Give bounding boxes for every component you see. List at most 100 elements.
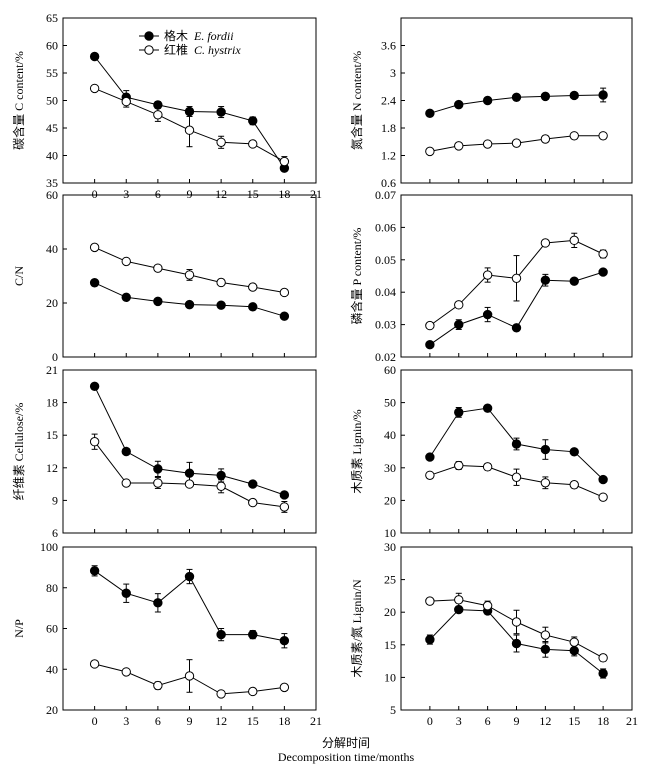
legend-label-c-hystrix: 红椎 C. hystrix bbox=[164, 42, 241, 57]
data-point bbox=[279, 682, 290, 693]
x-tick-label: 3 bbox=[123, 187, 129, 201]
data-point bbox=[598, 653, 608, 663]
data-point bbox=[598, 668, 608, 679]
x-tick-label: 6 bbox=[485, 714, 491, 728]
plot-frame bbox=[400, 369, 633, 534]
series-e-fordii bbox=[89, 565, 290, 649]
data-point bbox=[540, 275, 551, 285]
data-point bbox=[121, 256, 131, 267]
y-tick-label: 60 bbox=[46, 39, 58, 53]
data-point bbox=[216, 689, 226, 699]
data-point bbox=[216, 300, 226, 310]
y-tick-label: 1.2 bbox=[381, 149, 396, 163]
data-point bbox=[540, 238, 551, 248]
y-tick-label: 20 bbox=[46, 296, 58, 310]
y-tick-label: 0.05 bbox=[375, 253, 396, 267]
data-point bbox=[482, 403, 493, 413]
data-point bbox=[511, 472, 522, 482]
data-point bbox=[89, 83, 100, 94]
data-point bbox=[540, 630, 551, 640]
x-tick-label: 3 bbox=[456, 714, 462, 728]
data-point bbox=[121, 96, 131, 107]
data-point bbox=[248, 629, 258, 640]
chart-panel-n: 0.6 1.2 1.8 2.4 3 3.6 氮含量 N content/% bbox=[349, 17, 633, 190]
data-point bbox=[153, 598, 163, 608]
data-point bbox=[216, 107, 226, 117]
data-point bbox=[153, 110, 163, 120]
series-e-fordii bbox=[425, 604, 608, 679]
x-tick-label: 9 bbox=[187, 187, 193, 201]
series-e-fordii bbox=[89, 51, 290, 173]
series-c-hystrix bbox=[89, 83, 290, 167]
series-c-hystrix bbox=[425, 131, 608, 157]
y-tick-label: 15 bbox=[46, 428, 58, 442]
data-point bbox=[569, 131, 579, 141]
data-point bbox=[540, 91, 551, 102]
y-axis-label: 碳含量 C content/% bbox=[11, 51, 26, 150]
data-point bbox=[425, 146, 435, 157]
y-axis-label: 木质素 Lignin/% bbox=[350, 409, 364, 493]
data-point bbox=[248, 116, 258, 126]
x-axis-label-cn: 分解时间 bbox=[322, 736, 370, 750]
data-point bbox=[153, 464, 163, 474]
data-point bbox=[89, 659, 100, 669]
data-point bbox=[511, 617, 522, 627]
data-point bbox=[248, 497, 258, 508]
data-point bbox=[511, 92, 522, 102]
x-tick-label: 18 bbox=[597, 714, 609, 728]
x-tick-label: 15 bbox=[247, 187, 259, 201]
y-tick-label: 0.07 bbox=[375, 188, 396, 202]
data-point bbox=[248, 302, 258, 312]
data-point bbox=[482, 95, 493, 106]
data-point bbox=[569, 276, 579, 286]
data-point bbox=[153, 263, 163, 273]
data-point bbox=[598, 474, 608, 485]
legend-label-species: C. hystrix bbox=[194, 43, 241, 57]
data-point bbox=[598, 90, 608, 100]
y-tick-label: 60 bbox=[46, 188, 58, 202]
data-point bbox=[121, 478, 131, 488]
data-point bbox=[511, 138, 522, 148]
y-tick-label: 100 bbox=[40, 540, 58, 554]
x-tick-label: 12 bbox=[215, 714, 227, 728]
data-point bbox=[153, 296, 163, 307]
series-e-fordii bbox=[425, 267, 608, 350]
data-point bbox=[216, 277, 226, 288]
x-tick-label: 15 bbox=[568, 714, 580, 728]
data-point bbox=[425, 108, 435, 119]
data-point bbox=[184, 671, 195, 681]
data-point bbox=[279, 156, 290, 167]
series-e-fordii bbox=[89, 381, 290, 500]
series-e-fordii bbox=[89, 278, 290, 321]
x-tick-label: 21 bbox=[626, 714, 638, 728]
data-point bbox=[569, 637, 579, 647]
data-point bbox=[425, 339, 435, 350]
series-e-fordii bbox=[425, 87, 608, 119]
x-tick-label: 6 bbox=[155, 187, 161, 201]
y-axis-label: 磷含量 P content/% bbox=[349, 228, 364, 325]
data-point bbox=[511, 323, 522, 333]
y-tick-label: 50 bbox=[46, 94, 58, 108]
data-point bbox=[454, 319, 464, 330]
data-point bbox=[121, 667, 131, 677]
legend-item-e-fordii: 格木 E. fordii bbox=[139, 28, 234, 43]
series-c-hystrix bbox=[425, 592, 608, 663]
y-tick-label: 40 bbox=[46, 242, 58, 256]
y-tick-label: 0.02 bbox=[375, 350, 396, 364]
y-tick-label: 25 bbox=[384, 573, 396, 587]
data-point bbox=[425, 452, 435, 462]
y-tick-label: 0 bbox=[52, 350, 58, 364]
x-tick-label: 18 bbox=[278, 714, 290, 728]
x-tick-label: 12 bbox=[539, 714, 551, 728]
data-point bbox=[184, 571, 195, 582]
legend-marker-open bbox=[144, 45, 154, 55]
data-point bbox=[425, 634, 435, 645]
series-e-fordii bbox=[425, 403, 608, 485]
data-point bbox=[569, 235, 579, 246]
data-point bbox=[279, 636, 290, 646]
series-c-hystrix bbox=[89, 433, 290, 513]
x-tick-label: 12 bbox=[215, 187, 227, 201]
x-tick-label: 15 bbox=[247, 714, 259, 728]
y-axis-label: N/P bbox=[12, 619, 26, 638]
